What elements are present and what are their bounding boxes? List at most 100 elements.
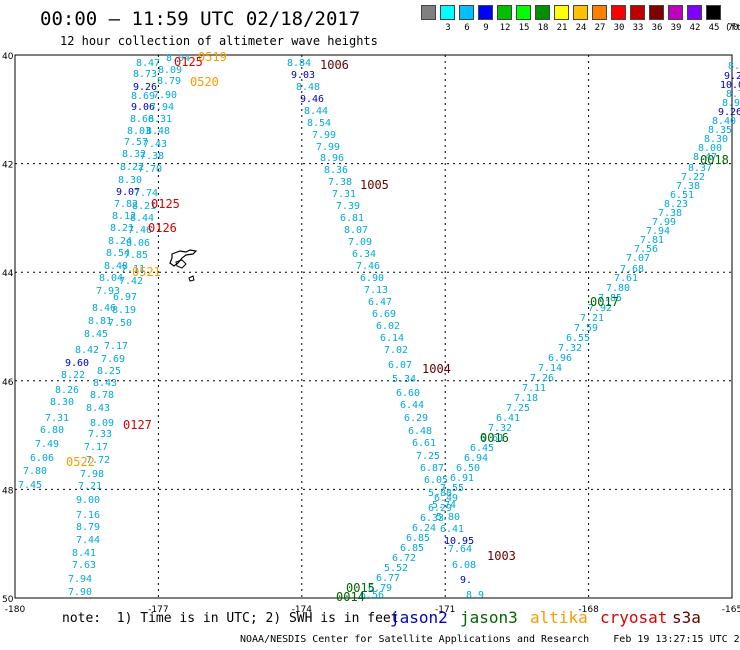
swh-reading: 7.38 [658, 208, 682, 219]
swh-reading: 7.99 [316, 142, 340, 153]
swh-reading: 8.21 [110, 223, 134, 234]
swh-reading: 6.50 [456, 463, 480, 474]
lat-label: 50 [2, 595, 14, 605]
legend-swatch [478, 5, 493, 20]
legend-swatch [687, 5, 702, 20]
swh-reading: 7.80 [606, 283, 630, 294]
swh-reading: 7.25 [506, 403, 530, 414]
swh-reading: 7.85 [124, 250, 148, 261]
swh-reading: 8.35 [708, 125, 732, 136]
swh-reading: 8.30 [50, 397, 74, 408]
legend-label: 18 [537, 23, 549, 33]
legend-label: 15 [518, 23, 530, 33]
swh-reading: 5.88 [428, 488, 452, 499]
swh-reading: 6.49 [434, 493, 458, 504]
swh-reading: 7.31 [45, 413, 69, 424]
legend-label: 21 [556, 23, 568, 33]
lon-label: -165 [722, 605, 740, 615]
swh-reading: 6.91 [450, 473, 474, 484]
swh-reading: 6.05 [424, 475, 448, 486]
swh-reading: 8.23 [664, 199, 688, 210]
legend-label: 27 [594, 23, 606, 33]
track-label-altika: 0520 [190, 75, 219, 89]
swh-reading: 9.26 [718, 107, 740, 118]
legend-swatch [459, 5, 474, 20]
track-label-altika: 0521 [132, 265, 161, 279]
swh-reading: 6.90 [360, 273, 384, 284]
swh-reading: 8.30 [704, 134, 728, 145]
swh-reading: 8.09 [158, 65, 182, 76]
swh-reading: 6.34 [352, 249, 376, 260]
lon-label: -174 [292, 605, 313, 615]
legend-swatch [649, 5, 664, 20]
track-label-s3a: 1004 [422, 362, 451, 376]
swh-reading: 7.57 [124, 137, 148, 148]
lon-label: -171 [435, 605, 455, 615]
swh-reading: 6.61 [480, 433, 504, 444]
swh-reading: 7.69 [101, 354, 125, 365]
legend-swatch [573, 5, 588, 20]
legend-label: 45 [708, 23, 720, 33]
swh-reading: 6.06 [30, 453, 54, 464]
map-subtitle: 12 hour collection of altimeter wave hei… [60, 34, 378, 48]
swh-reading: 8.73 [133, 69, 157, 80]
swh-reading: 5.52 [384, 563, 408, 574]
swh-reading: 7.21 [580, 313, 604, 324]
swh-reading: 6.24 [412, 523, 436, 534]
swh-reading: 7.44 [76, 535, 100, 546]
swh-reading: 8.41 [72, 548, 96, 559]
lat-label: 44 [2, 269, 14, 279]
legend-label: 70 [727, 23, 739, 33]
swh-reading: 7.50 [108, 318, 132, 329]
swh-reading: 6.41 [496, 413, 520, 424]
swh-reading: 7.90 [68, 587, 92, 598]
swh-reading: 9.06 [131, 102, 155, 113]
swh-reading: 7.81 [640, 235, 664, 246]
swh-reading: 7.25 [416, 451, 440, 462]
swh-reading: 8.54 [106, 248, 130, 259]
swh-reading: 6.48 [408, 426, 432, 437]
sat-label-jason2: jason2 [390, 608, 448, 627]
swh-reading: 8.78 [90, 390, 114, 401]
track-label-altika: 0519 [198, 50, 227, 64]
track-label-s3a: 1006 [320, 58, 349, 72]
island-outline [169, 249, 198, 282]
swh-reading: 9.46 [300, 94, 324, 105]
swh-reading: 7.94 [68, 574, 92, 585]
lon-label: -177 [148, 605, 168, 615]
swh-reading: 7.42 [119, 276, 143, 287]
swh-reading: 7.45 [18, 480, 42, 491]
lat-label: 42 [2, 161, 13, 171]
swh-reading: 6.44 [400, 400, 424, 411]
swh-reading: 6.79 [368, 583, 392, 594]
swh-reading: 7.99 [312, 130, 336, 141]
swh-reading: 7.99 [652, 217, 676, 228]
swh-reading: 7.72 [86, 455, 110, 466]
swh-reading: 8.19 [112, 305, 136, 316]
swh-reading: 6.85 [400, 543, 424, 554]
swh-reading: 7.11 [522, 383, 546, 394]
swh-reading: 8.79 [157, 76, 181, 87]
swh-reading: 7.17 [84, 442, 108, 453]
swh-reading: 8.95 [722, 98, 740, 109]
swh-reading: 8.03 [127, 126, 151, 137]
footnote: note: 1) Time is in UTC; 2) SWH is in fe… [62, 611, 399, 626]
legend-label: 24 [575, 23, 587, 33]
swh-reading: 7.90 [153, 90, 177, 101]
swh-reading: 8.69 [131, 91, 155, 102]
swh-reading: 8.43 [93, 378, 117, 389]
island-shape [188, 275, 195, 282]
track-label-jason3: 0018 [700, 153, 729, 167]
swh-reading: 9.60 [65, 358, 89, 369]
legend-swatch [440, 5, 455, 20]
swh-reading: 5.80 [436, 512, 460, 523]
swh-reading: 7.59 [574, 323, 598, 334]
track-label-jason3: 0015 [346, 581, 375, 595]
swh-reading: 7.49 [35, 439, 59, 450]
track-label-jason3: 0014 [336, 590, 365, 604]
legend-unit: (ft) [725, 23, 740, 33]
swh-reading: 8.36 [324, 165, 348, 176]
lat-label: 40 [2, 52, 14, 62]
swh-reading: 8.5 [728, 61, 740, 72]
